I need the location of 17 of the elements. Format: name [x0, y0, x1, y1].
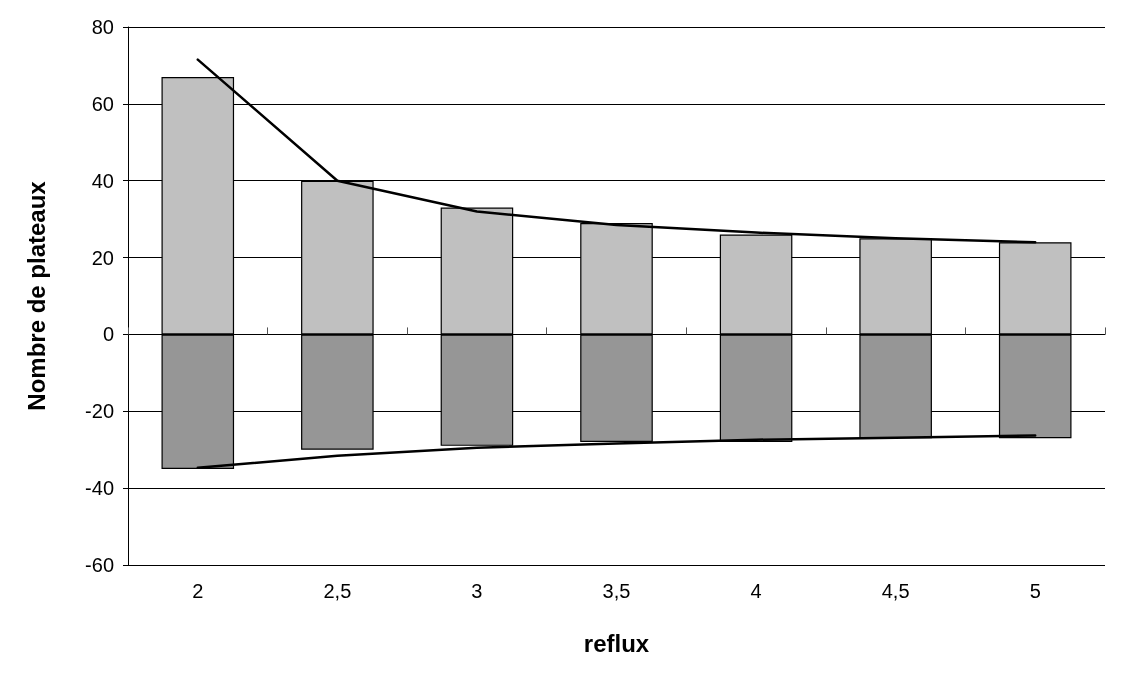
x-tick-label: 4,5 [881, 580, 910, 602]
x-tick-label: 2 [192, 580, 204, 602]
x-tick-label: 3 [471, 580, 483, 602]
x-axis-title: reflux [583, 629, 650, 657]
y-tick-label: 0 [102, 323, 114, 346]
y-tick-label: 60 [91, 92, 114, 115]
x-tick-label: 5 [1029, 580, 1041, 602]
y-tick-label: 80 [91, 16, 114, 38]
x-tick-label: 3,5 [602, 580, 631, 602]
y-tick-label: 40 [91, 169, 114, 192]
y-tick-label: -20 [85, 400, 114, 423]
y-axis-title: Nombre de plateaux [22, 180, 50, 411]
x-tick-label: 2,5 [323, 580, 352, 602]
y-tick-label: -40 [85, 477, 114, 500]
y-tick-label: 20 [91, 246, 114, 269]
x-tick-label: 4 [750, 580, 762, 602]
y-tick-label: -60 [85, 554, 114, 576]
